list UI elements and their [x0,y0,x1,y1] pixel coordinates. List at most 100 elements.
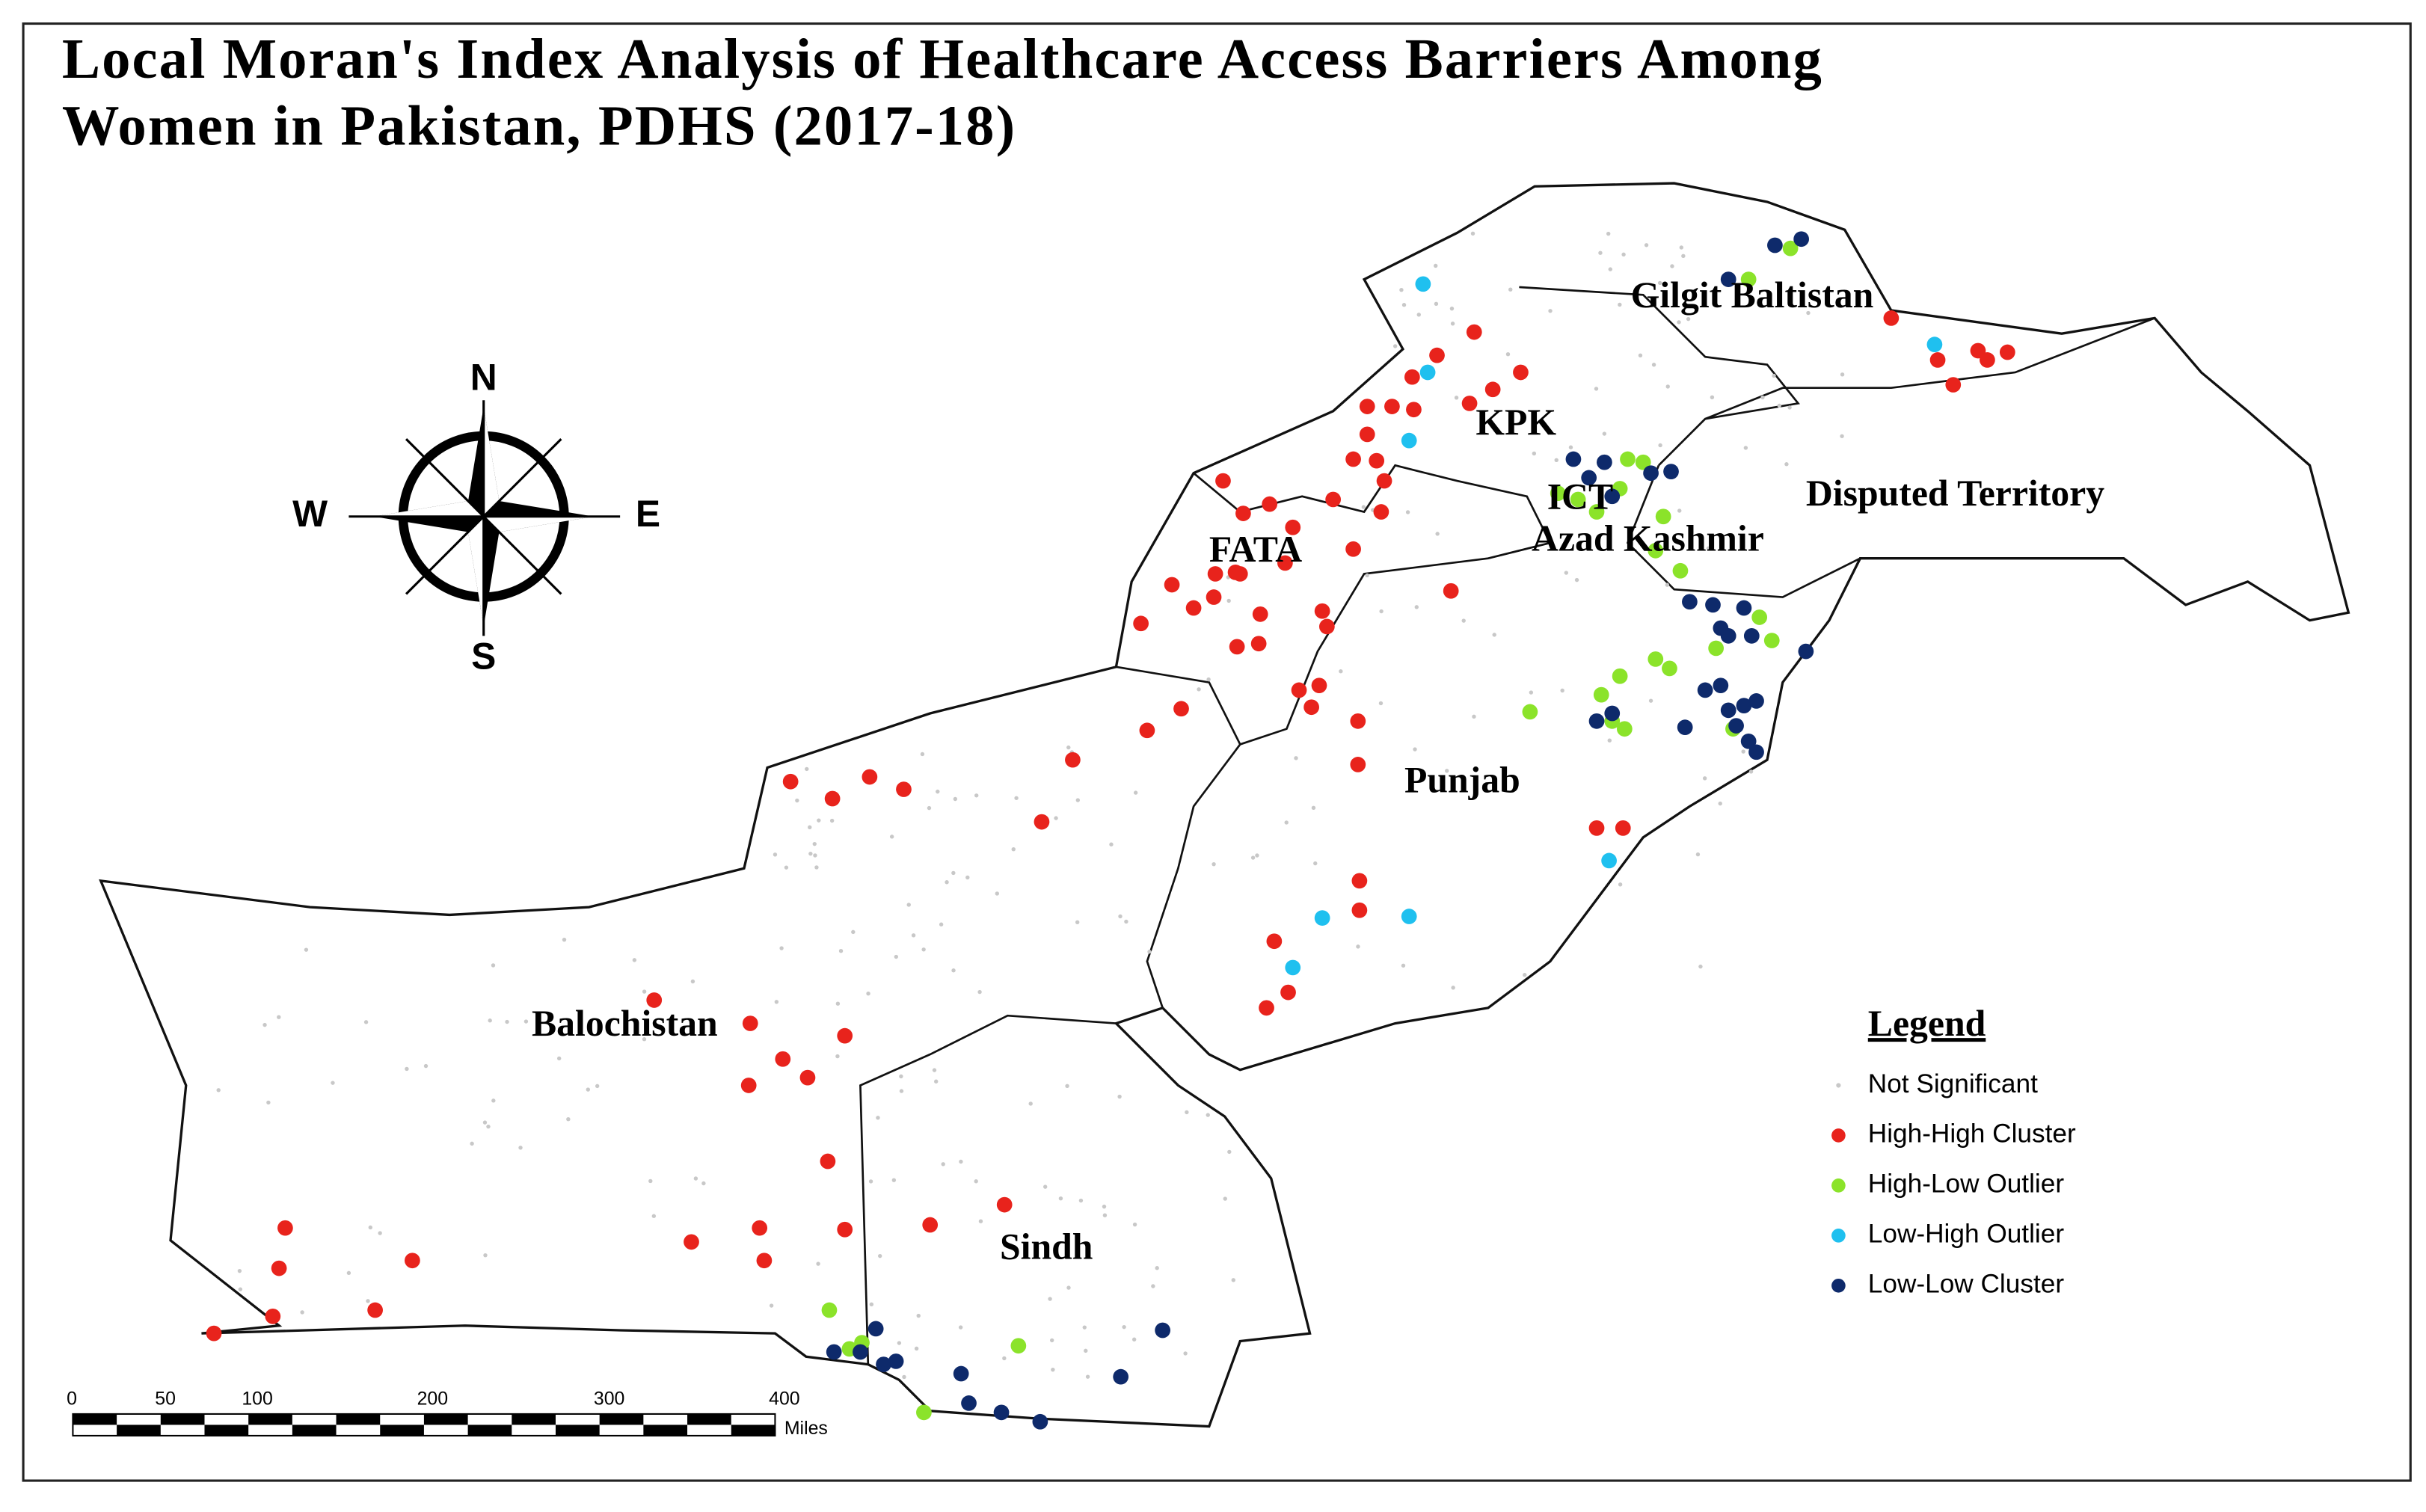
high-high-point [1345,541,1361,557]
not-significant-point [1679,245,1684,250]
high-high-point [1384,399,1400,414]
scale-cell [512,1413,556,1425]
not-significant-point [1434,301,1439,307]
not-significant-point [1472,714,1476,719]
high-high-point [1206,589,1222,605]
not-significant-point [1681,253,1686,259]
not-significant-point [1058,1196,1063,1201]
high-high-point [752,1220,768,1236]
low-low-point [1748,693,1764,709]
scale-label: 0 [67,1388,77,1409]
low-low-point [1705,597,1721,613]
not-significant-point [1361,505,1366,509]
region-label: Gilgit Baltistan [1631,274,1874,316]
low-low-point [1697,682,1713,698]
high-high-point [1980,352,1995,368]
high-low-point [1708,640,1725,657]
high-high-point [1351,902,1368,918]
not-significant-point [808,851,813,856]
scale-label: 400 [769,1388,799,1409]
not-significant-point [1651,363,1656,367]
low-low-point [1736,698,1752,713]
high-low-point [1588,504,1605,520]
not-significant-point [1470,231,1475,236]
not-significant-point [1401,303,1407,307]
scale-cell [380,1425,424,1436]
high-high-point [775,1051,791,1067]
low-low-point [1604,705,1621,722]
sindh-border [859,1014,1117,1365]
region-label: Azad Kashmir [1532,517,1764,559]
not-significant-point [1840,372,1845,377]
legend-label: High-Low Outlier [1868,1170,2065,1199]
not-significant-point [1505,351,1511,357]
not-significant-point [851,929,856,935]
not-significant-point [808,825,812,829]
not-significant-point [779,946,784,950]
title-line-1: Local Moran's Index Analysis of Healthca… [62,27,1823,90]
high-high-point [684,1234,699,1250]
not-significant-point [951,968,956,973]
high-high-point [1945,377,1962,393]
not-significant-point [1051,1367,1055,1372]
low-low-point [826,1344,842,1360]
not-significant-point [773,852,778,857]
high-high-point [1359,426,1375,443]
compass-west: W [292,493,328,535]
not-significant-point [1677,320,1681,325]
legend-label: Low-High Outlier [1868,1220,2065,1249]
high-low-point [1740,271,1757,287]
not-significant-point [835,1001,841,1006]
high-low-point [1647,651,1664,667]
not-significant-point [556,1056,562,1061]
not-significant-point [838,949,844,953]
low-low-point [1113,1368,1129,1385]
not-significant-point [1109,842,1114,846]
high-high-point [1232,566,1248,582]
not-significant-point [1743,446,1748,450]
scale-unit: Miles [784,1418,828,1439]
high-high-point [837,1027,853,1044]
not-significant-point [1777,403,1781,408]
not-significant-point [1392,344,1398,348]
not-significant-point [1066,745,1071,750]
low-low-point [1798,643,1814,660]
not-significant-point [1638,353,1643,358]
high-high-point [1443,583,1459,599]
not-significant-point [1378,701,1384,706]
high-low-point [1647,542,1664,559]
not-significant-point [889,835,894,839]
not-significant-point [1529,690,1534,695]
low-low-point [1728,718,1744,734]
not-significant-point [216,1088,221,1092]
scale-label: 50 [155,1388,176,1409]
high-low-point [1593,686,1609,703]
high-high-point [1311,677,1327,694]
not-significant-point [423,1063,429,1069]
not-significant-point [1554,458,1559,463]
not-significant-point [1414,605,1419,609]
scale-label: 200 [417,1388,448,1409]
not-significant-point [1078,1198,1084,1203]
not-significant-point [1049,1338,1054,1343]
not-significant-point [1365,573,1369,578]
high-high-point [646,992,663,1008]
scale-cell [336,1413,381,1425]
not-significant-point [1401,963,1406,968]
scale-cell [467,1425,512,1436]
not-significant-point [1147,950,1152,954]
not-significant-point [812,841,817,846]
low-low-point [853,1344,868,1360]
not-significant-point [1339,669,1343,674]
high-high-point [1185,600,1202,616]
low-low-point [876,1356,891,1372]
high-low-point [1570,491,1586,508]
high-high-point [1404,369,1420,385]
high-low-point [1763,633,1780,648]
not-significant-point [693,1176,698,1181]
scale-cell [731,1425,776,1436]
scale-label: 300 [594,1388,624,1409]
point-layer [206,231,2015,1430]
not-significant-point [1118,914,1123,919]
not-significant-point [939,922,944,926]
